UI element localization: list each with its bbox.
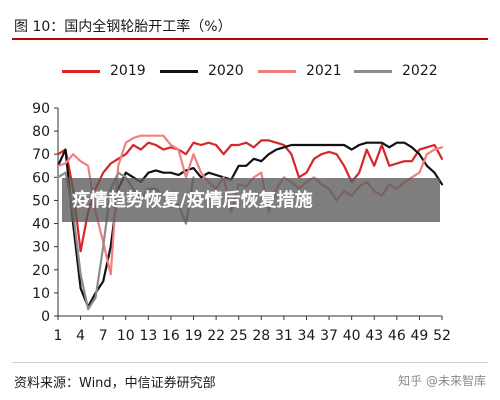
title-rule [12, 38, 488, 40]
x-tick-label: 49 [410, 328, 428, 344]
legend-label: 2021 [306, 63, 342, 79]
x-tick-label: 7 [99, 328, 108, 344]
x-tick-label: 28 [252, 328, 270, 344]
x-tick-label: 37 [320, 328, 338, 344]
y-tick-label: 0 [41, 309, 50, 325]
legend-item-2021: 2021 [258, 56, 342, 86]
legend-item-2022: 2022 [354, 56, 438, 86]
legend-swatch [354, 69, 392, 73]
y-tick-label: 70 [32, 147, 50, 163]
caption-overlay-text: 疫情趋势恢复/疫情后恢复措施 [72, 190, 313, 211]
legend-swatch [258, 69, 296, 73]
x-tick-label: 10 [117, 328, 135, 344]
x-tick-label: 40 [343, 328, 361, 344]
x-tick-label: 34 [298, 328, 316, 344]
x-tick-label: 4 [76, 328, 85, 344]
legend-swatch [160, 69, 198, 73]
source-rule [12, 362, 488, 363]
caption-overlay [62, 178, 440, 222]
x-tick-label: 43 [365, 328, 383, 344]
y-tick-label: 30 [32, 240, 50, 256]
x-tick-label: 25 [230, 328, 248, 344]
x-tick-label: 19 [185, 328, 203, 344]
x-tick-label: 16 [162, 328, 180, 344]
legend-item-2019: 2019 [62, 56, 146, 86]
y-tick-label: 40 [32, 217, 50, 233]
chart-legend: 2019 2020 2021 2022 [0, 56, 500, 86]
y-tick-label: 20 [32, 263, 50, 279]
x-tick-label: 31 [275, 328, 293, 344]
x-tick-label: 22 [207, 328, 225, 344]
y-tick-label: 10 [32, 286, 50, 302]
legend-label: 2022 [402, 63, 438, 79]
y-tick-label: 50 [32, 193, 50, 209]
source-note: 资料来源：Wind，中信证券研究部 [14, 376, 216, 391]
y-tick-label: 80 [32, 124, 50, 140]
legend-swatch [62, 69, 100, 73]
x-tick-label: 1 [54, 328, 63, 344]
legend-label: 2020 [208, 63, 244, 79]
series-line-2020 [56, 141, 444, 308]
x-tick-label: 13 [139, 328, 157, 344]
y-tick-label: 90 [32, 101, 50, 117]
y-tick-label: 60 [32, 170, 50, 186]
legend-label: 2019 [110, 63, 146, 79]
legend-item-2020: 2020 [160, 56, 244, 86]
x-tick-label: 46 [388, 328, 406, 344]
figure-title: 图 10：国内全钢轮胎开工率（%） [14, 19, 232, 35]
watermark: 知乎 @未来智库 [398, 374, 486, 388]
x-tick-label: 52 [433, 328, 451, 344]
